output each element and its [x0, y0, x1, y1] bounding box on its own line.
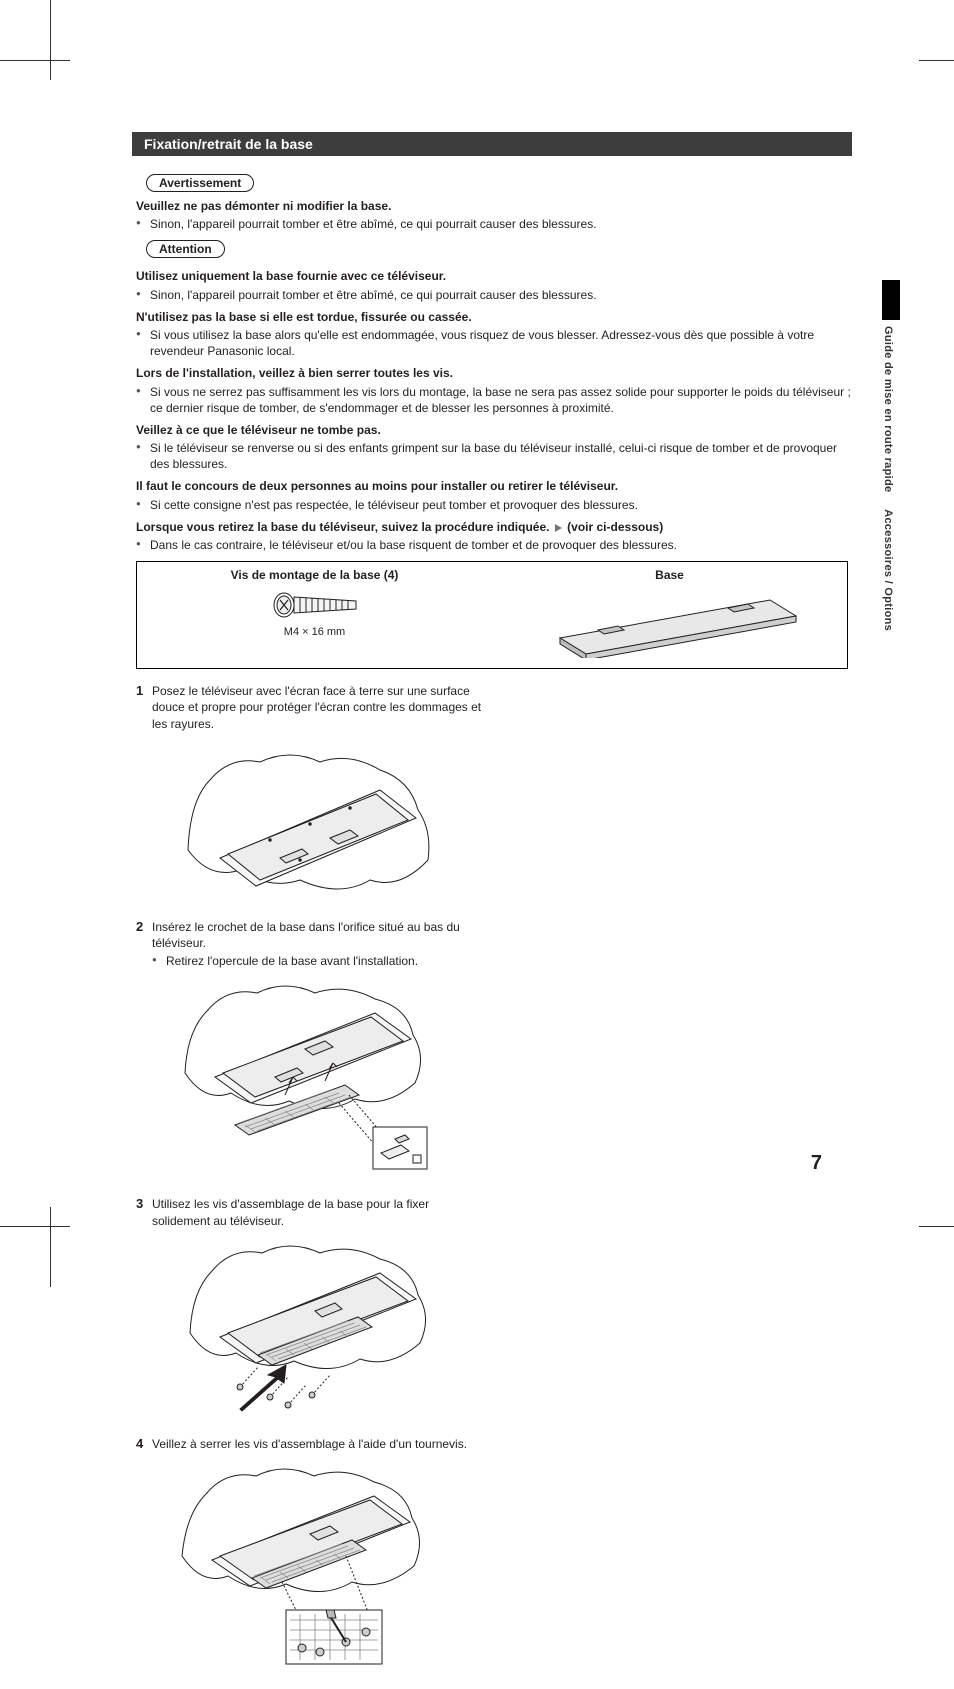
- screw-icon: [270, 588, 360, 622]
- avertissement-bullets: Sinon, l'appareil pourrait tomber et êtr…: [136, 216, 852, 232]
- step-number: 3: [136, 1196, 152, 1228]
- step-text: Insérez le crochet de la base dans l'ori…: [152, 919, 484, 951]
- crop-mark: [0, 60, 70, 61]
- parts-screws-title: Vis de montage de la base (4): [137, 568, 492, 582]
- step-figure: [136, 977, 484, 1182]
- page-content: Fixation/retrait de la base Avertissemen…: [132, 132, 852, 1689]
- parts-base-title: Base: [492, 568, 847, 582]
- attention-heading: Lorsque vous retirez la base du télévise…: [136, 519, 852, 535]
- attention-ref: (voir ci-dessous): [567, 520, 663, 534]
- crop-mark: [0, 1226, 70, 1227]
- crop-mark: [919, 1226, 954, 1227]
- attention-heading: Lors de l'installation, veillez à bien s…: [136, 365, 852, 381]
- crop-mark: [919, 60, 954, 61]
- step-text: Veillez à serrer les vis d'assemblage à …: [152, 1436, 467, 1452]
- attention-bullets: Si cette consigne n'est pas respectée, l…: [136, 497, 852, 513]
- attention-heading: Veillez à ce que le téléviseur ne tombe …: [136, 422, 852, 438]
- bullet-item: Si le téléviseur se renverse ou si des e…: [136, 440, 852, 472]
- bullet-item: Sinon, l'appareil pourrait tomber et êtr…: [136, 216, 852, 232]
- crop-mark: [50, 0, 51, 80]
- base-plate-icon: [540, 588, 800, 658]
- step-figure: [136, 1237, 484, 1422]
- attention-bullets: Sinon, l'appareil pourrait tomber et êtr…: [136, 287, 852, 303]
- attention-bullets: Si vous utilisez la base alors qu'elle e…: [136, 327, 852, 359]
- attention-bullets: Si le téléviseur se renverse ou si des e…: [136, 440, 852, 472]
- avertissement-heading: Veuillez ne pas démonter ni modifier la …: [136, 198, 852, 214]
- step-text: Utilisez les vis d'assemblage de la base…: [152, 1196, 484, 1228]
- attention-heading: N'utilisez pas la base si elle est tordu…: [136, 309, 852, 325]
- section-title: Fixation/retrait de la base: [132, 132, 852, 156]
- step-number: 4: [136, 1436, 152, 1452]
- side-tab: Guide de mise en route rapide Accessoire…: [882, 280, 900, 702]
- side-tab-marker: [882, 280, 900, 320]
- parts-screws-spec: M4 × 16 mm: [137, 626, 492, 638]
- arrow-right-icon: [555, 524, 562, 532]
- side-tab-line2: Accessoires / Options: [882, 509, 894, 631]
- step-4: 4 Veillez à serrer les vis d'assemblage …: [136, 1436, 484, 1675]
- step-number: 1: [136, 683, 152, 732]
- parts-box: Vis de montage de la base (4) M4 × 16 mm…: [136, 561, 848, 669]
- page-number: 7: [811, 1152, 822, 1175]
- step-text: Posez le téléviseur avec l'écran face à …: [152, 683, 484, 732]
- step-number: 2: [136, 919, 152, 951]
- bullet-item: Sinon, l'appareil pourrait tomber et êtr…: [136, 287, 852, 303]
- steps: 1 Posez le téléviseur avec l'écran face …: [136, 683, 848, 1689]
- parts-screws: Vis de montage de la base (4) M4 × 16 mm: [137, 568, 492, 658]
- parts-base: Base: [492, 568, 847, 658]
- step-figure: [136, 740, 484, 905]
- step-1: 1 Posez le téléviseur avec l'écran face …: [136, 683, 484, 905]
- avertissement-badge: Avertissement: [146, 174, 254, 192]
- bullet-item: Si vous utilisez la base alors qu'elle e…: [136, 327, 852, 359]
- side-tab-text: Guide de mise en route rapide Accessoire…: [882, 322, 894, 702]
- bullet-item: Si vous ne serrez pas suffisamment les v…: [136, 384, 852, 416]
- attention-bullets: Si vous ne serrez pas suffisamment les v…: [136, 384, 852, 416]
- bullet-item: Si cette consigne n'est pas respectée, l…: [136, 497, 852, 513]
- bullet-item: Dans le cas contraire, le téléviseur et/…: [136, 537, 852, 553]
- attention-bullets: Dans le cas contraire, le téléviseur et/…: [136, 537, 852, 553]
- attention-heading-text: Lorsque vous retirez la base du télévise…: [136, 520, 549, 534]
- step-3: 3 Utilisez les vis d'assemblage de la ba…: [136, 1196, 484, 1421]
- step-sub: Retirez l'opercule de la base avant l'in…: [136, 953, 484, 969]
- step-figure: [136, 1460, 484, 1675]
- attention-heading: Utilisez uniquement la base fournie avec…: [136, 268, 852, 284]
- crop-mark: [50, 1207, 51, 1287]
- attention-badge: Attention: [146, 240, 225, 258]
- attention-heading: Il faut le concours de deux personnes au…: [136, 478, 852, 494]
- step-2: 2 Insérez le crochet de la base dans l'o…: [136, 919, 484, 1183]
- side-tab-line1: Guide de mise en route rapide: [882, 326, 894, 492]
